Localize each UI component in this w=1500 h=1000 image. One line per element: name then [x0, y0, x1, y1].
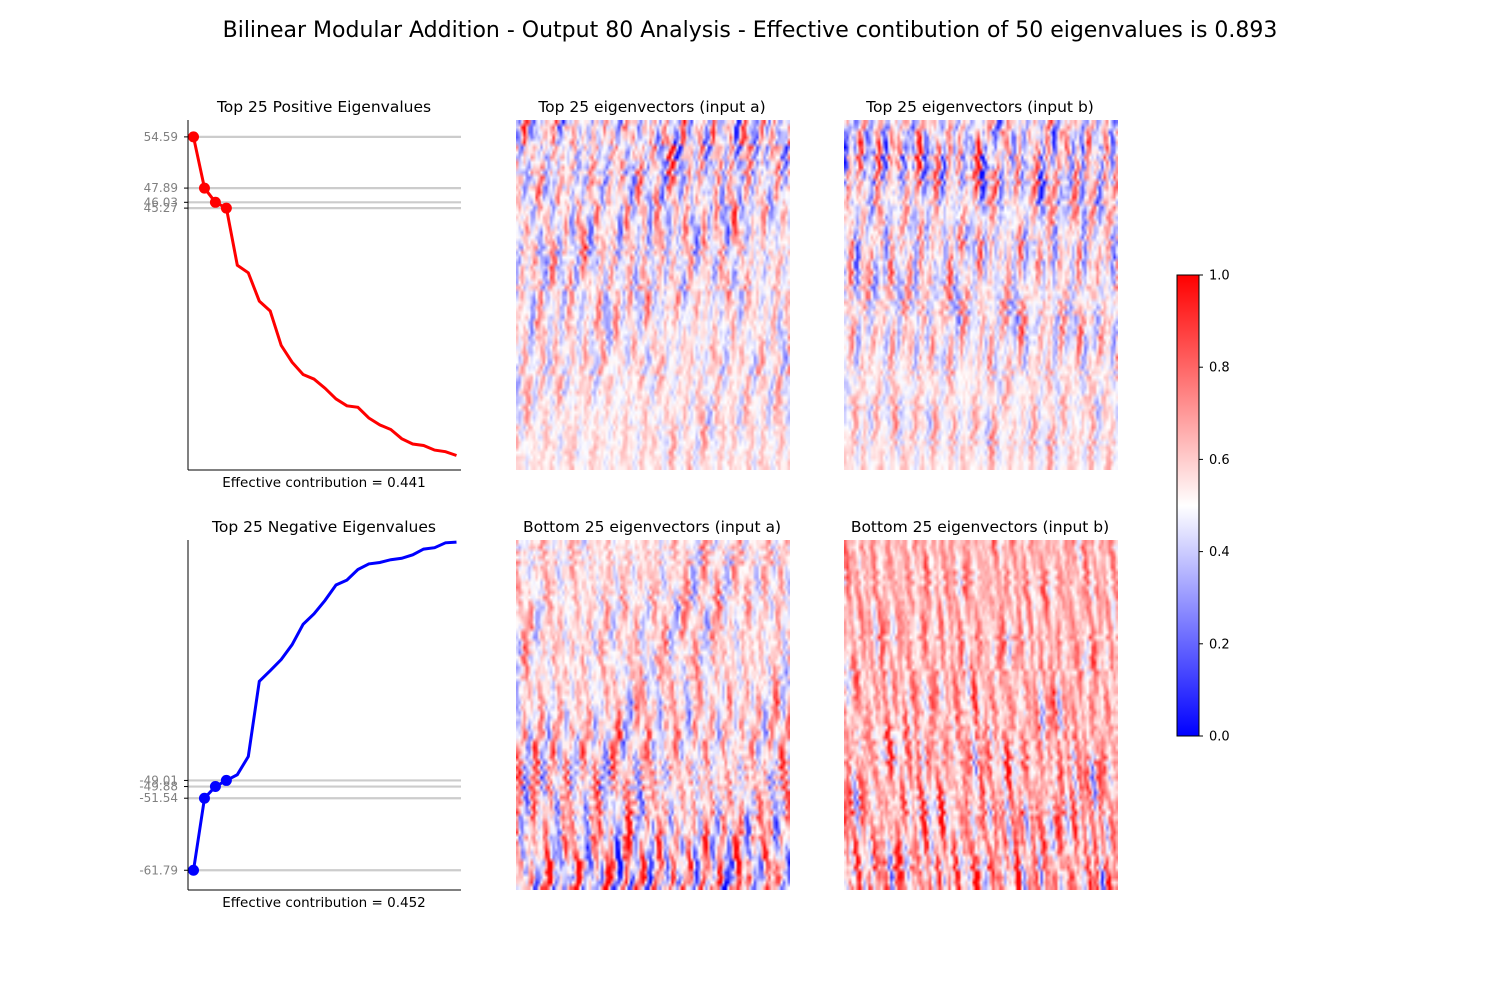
colorbar-ticks: 0.0 0.2 0.4 0.6 0.8 1.0 [1199, 269, 1230, 745]
ytick-label: 47.89 [144, 181, 178, 195]
ytick-label: -51.54 [139, 791, 178, 805]
heatmap-title-top-a: Top 25 eigenvectors (input a) [537, 98, 765, 116]
ytick-label: -49.01 [139, 773, 178, 787]
negative-eigenvalue-reference-lines [188, 779, 461, 872]
heatmap-title-bottom-a: Bottom 25 eigenvectors (input a) [523, 518, 781, 536]
heatmap-top-eigenvectors-a [516, 120, 790, 470]
ytick-label: 45.27 [144, 201, 178, 215]
heatmap-title-top-b: Top 25 eigenvectors (input b) [865, 98, 1094, 116]
negative-contribution-label: Effective contribution = 0.452 [222, 895, 426, 911]
heatmap-bottom-eigenvectors-a [516, 540, 790, 890]
colorbar-tick-label: 0.8 [1209, 361, 1230, 376]
eigenvalue-marker [188, 131, 199, 143]
colorbar: 0.0 0.2 0.4 0.6 0.8 1.0 [1176, 269, 1230, 745]
eigenvalue-marker [209, 781, 221, 793]
heatmap-title-bottom-b: Bottom 25 eigenvectors (input b) [851, 518, 1109, 536]
positive-eigenvalue-reference-lines [188, 135, 461, 210]
colorbar-gradient [1176, 274, 1200, 737]
ytick-label: 54.59 [144, 130, 178, 144]
negative-eigenvalues-panel: Top 25 Negative Eigenvalues -49.01-49.88… [139, 518, 461, 911]
eigenvalue-marker [198, 792, 210, 804]
heatmap-bottom-eigenvectors-b [844, 540, 1118, 890]
negative-eigenvalue-line [192, 540, 457, 871]
ytick-label: 46.03 [144, 195, 178, 209]
eigenvalue-marker [209, 196, 221, 208]
positive-eigenvalues-panel: Top 25 Positive Eigenvalues 54.59 47.8946… [144, 98, 461, 491]
positive-contribution-label: Effective contribution = 0.441 [222, 475, 426, 491]
positive-eigenvalue-markers [188, 131, 232, 214]
negative-eigenvalues-title: Top 25 Negative Eigenvalues [211, 518, 436, 536]
colorbar-tick-label: 0.0 [1209, 730, 1230, 745]
figure-title: Bilinear Modular Addition - Output 80 An… [223, 18, 1278, 43]
positive-eigenvalues-title: Top 25 Positive Eigenvalues [216, 98, 431, 116]
eigenvalue-marker [188, 864, 199, 876]
ytick-label: -49.88 [139, 780, 178, 794]
heatmap-top-eigenvectors-b [844, 120, 1118, 470]
colorbar-tick-label: 0.4 [1209, 545, 1230, 560]
eigenvalue-marker [220, 774, 232, 786]
negative-eigenvalue-markers [188, 774, 232, 876]
eigenvalue-marker [220, 202, 232, 214]
colorbar-tick-label: 0.2 [1209, 637, 1230, 652]
colorbar-tick-label: 0.6 [1209, 453, 1230, 468]
eigenvalue-marker [198, 182, 210, 194]
positive-eigenvalue-line [192, 136, 457, 457]
negative-eigenvalue-yticks: -49.01-49.88-51.54 -61.79 [139, 773, 188, 877]
colorbar-tick-label: 1.0 [1209, 269, 1230, 284]
ytick-label: -61.79 [139, 863, 178, 877]
